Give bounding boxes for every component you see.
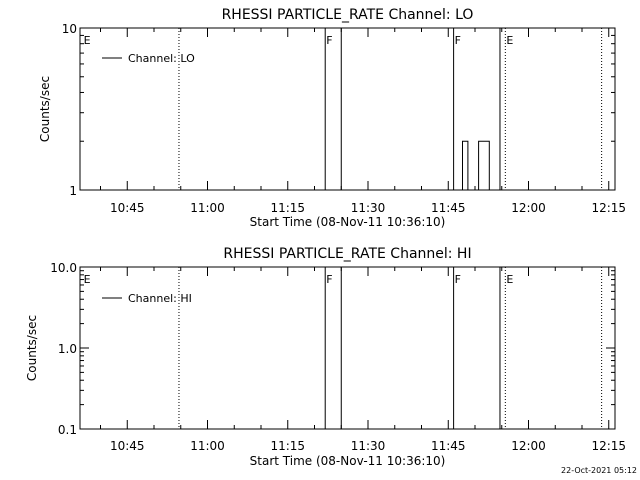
hi-y-tick-label: 10.0 (50, 261, 77, 275)
lo-x-tick-label: 10:45 (110, 201, 145, 215)
lo-marker-label-e: E (506, 34, 513, 47)
hi-x-tick-label: 12:00 (511, 439, 546, 453)
lo-x-tick-label: 11:15 (270, 201, 305, 215)
hi-x-tick-label: 11:00 (190, 439, 225, 453)
lo-y-axis-label: Counts/sec (38, 76, 52, 142)
hi-y-tick-label: 0.1 (58, 423, 77, 437)
hi-x-tick-label: 12:15 (591, 439, 626, 453)
lo-x-tick-label: 11:00 (190, 201, 225, 215)
lo-x-axis-label: Start Time (08-Nov-11 10:36:10) (250, 215, 446, 229)
lo-marker-label-e: E (84, 34, 91, 47)
hi-x-axis-label: Start Time (08-Nov-11 10:36:10) (250, 454, 446, 468)
hi-x-tick-label: 10:45 (110, 439, 145, 453)
lo-x-tick-label: 12:00 (511, 201, 546, 215)
hi-marker-label-e: E (506, 273, 513, 286)
hi-legend-label: Channel: HI (128, 292, 192, 305)
lo-x-tick-label: 12:15 (591, 201, 626, 215)
hi-marker-label-e: E (84, 273, 91, 286)
hi-y-tick-label: 1.0 (58, 342, 77, 356)
hi-x-tick-label: 11:15 (270, 439, 305, 453)
lo-x-tick-label: 11:30 (351, 201, 386, 215)
hi-marker-label-f: F (455, 273, 461, 286)
hi-x-tick-label: 11:30 (351, 439, 386, 453)
lo-y-tick-label: 1 (69, 184, 77, 198)
lo-series-segment (462, 140, 474, 191)
lo-marker-label-f: F (455, 34, 461, 47)
lo-series-segment (478, 140, 490, 190)
hi-x-tick-label: 11:45 (431, 439, 466, 453)
lo-chart-title: RHESSI PARTICLE_RATE Channel: LO (222, 7, 474, 23)
hi-marker-label-f: F (326, 273, 332, 286)
lo-y-tick-label: 10 (62, 22, 77, 36)
hi-y-axis-label: Counts/sec (25, 315, 39, 381)
lo-x-tick-label: 11:45 (431, 201, 466, 215)
lo-plot-frame (79, 27, 616, 191)
lo-legend-label: Channel: LO (128, 52, 195, 65)
footer-timestamp: 22-Oct-2021 05:12 (561, 466, 637, 475)
hi-chart-title: RHESSI PARTICLE_RATE Channel: HI (223, 246, 471, 262)
lo-marker-label-f: F (326, 34, 332, 47)
